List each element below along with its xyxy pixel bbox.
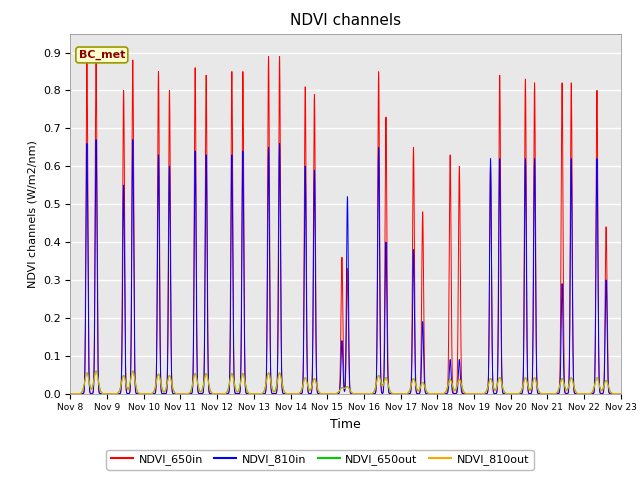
NDVI_650out [92, 368, 100, 374]
NDVI_650in [422, 390, 429, 396]
NDVI_650in [615, 391, 623, 396]
NDVI_650in [265, 54, 273, 60]
X-axis label: Time: Time [330, 418, 361, 431]
Text: BC_met: BC_met [79, 50, 125, 60]
NDVI_810in [67, 391, 74, 396]
NDVI_810in [184, 391, 192, 396]
NDVI_810out [273, 384, 280, 389]
NDVI_810out [422, 386, 429, 392]
NDVI_650out [617, 391, 625, 396]
NDVI_810out [184, 391, 192, 396]
NDVI_650out [422, 386, 429, 392]
NDVI_650in [184, 391, 192, 396]
NDVI_810in [179, 391, 186, 396]
NDVI_810in [422, 390, 429, 396]
NDVI_810out [500, 388, 508, 394]
NDVI_650out [184, 391, 192, 396]
NDVI_810out [615, 391, 623, 396]
NDVI_810out [67, 391, 74, 396]
NDVI_650out [615, 391, 623, 396]
NDVI_650in [179, 391, 186, 396]
Line: NDVI_650in: NDVI_650in [70, 57, 621, 394]
Line: NDVI_810in: NDVI_810in [70, 140, 621, 394]
Y-axis label: NDVI channels (W/m2/nm): NDVI channels (W/m2/nm) [28, 140, 37, 288]
NDVI_810in [273, 390, 280, 396]
NDVI_650in [617, 391, 625, 396]
NDVI_810in [617, 391, 625, 396]
NDVI_810out [179, 391, 186, 396]
NDVI_650out [500, 388, 508, 394]
NDVI_650out [179, 391, 186, 396]
NDVI_650in [273, 389, 280, 395]
NDVI_650in [67, 391, 74, 396]
Line: NDVI_650out: NDVI_650out [70, 371, 621, 394]
NDVI_650out [67, 391, 74, 396]
NDVI_810out [617, 391, 625, 396]
NDVI_810in [500, 391, 508, 396]
NDVI_810in [615, 391, 623, 396]
Legend: NDVI_650in, NDVI_810in, NDVI_650out, NDVI_810out: NDVI_650in, NDVI_810in, NDVI_650out, NDV… [106, 450, 534, 469]
NDVI_650in [500, 391, 508, 396]
NDVI_810in [92, 137, 100, 143]
NDVI_810out [92, 369, 100, 374]
Line: NDVI_810out: NDVI_810out [70, 372, 621, 394]
NDVI_650out [273, 383, 280, 388]
Title: NDVI channels: NDVI channels [290, 13, 401, 28]
